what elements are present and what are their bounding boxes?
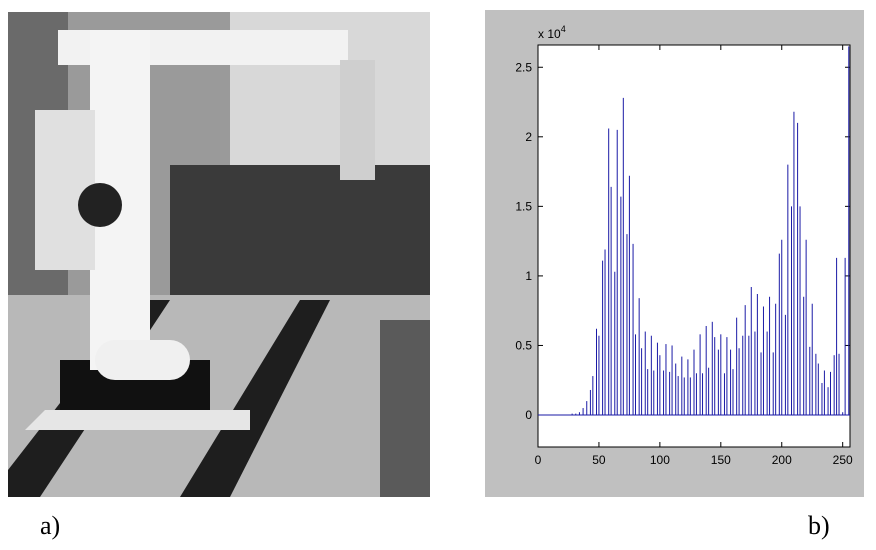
photo bbox=[8, 12, 430, 497]
x-tick-label: 50 bbox=[592, 453, 606, 467]
x-tick-label: 100 bbox=[650, 453, 670, 467]
y-scale-exponent: 4 bbox=[561, 24, 566, 34]
y-tick-label: 1.5 bbox=[515, 199, 532, 213]
y-tick-label: 0 bbox=[525, 408, 532, 422]
x-tick-label: 250 bbox=[833, 453, 853, 467]
x-tick-label: 0 bbox=[535, 453, 542, 467]
y-scale-base: x 10 bbox=[538, 27, 561, 41]
y-tick-label: 1 bbox=[525, 269, 532, 283]
panel-label: a) bbox=[40, 511, 60, 540]
y-scale-label: x 104 bbox=[538, 24, 566, 41]
y-tick-label: 0.5 bbox=[515, 338, 532, 352]
y-tick-label: 2 bbox=[525, 130, 532, 144]
histogram: x 104 0 50 100 150 200 250 0 0.5 1 1.5 2 2.5 bbox=[515, 24, 853, 467]
y-tick-label: 2.5 bbox=[515, 60, 532, 74]
x-tick-label: 150 bbox=[711, 453, 731, 467]
x-tick-label: 200 bbox=[772, 453, 792, 467]
panel-label: b) bbox=[808, 511, 830, 540]
